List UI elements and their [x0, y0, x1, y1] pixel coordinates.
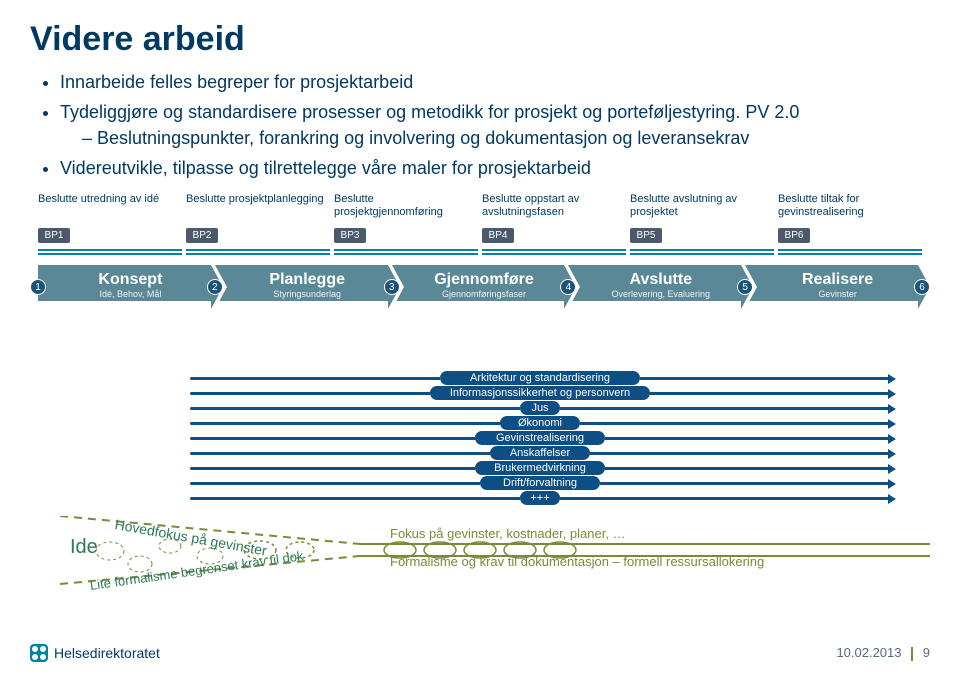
- bp-tag: BP5: [630, 228, 662, 243]
- footer-divider: [911, 647, 913, 661]
- bp-tag: BP1: [38, 228, 70, 243]
- process-diagram: Beslutte utredning av idé BP1 Beslutte pro…: [30, 193, 930, 301]
- bp-line: [334, 249, 478, 255]
- bullet-2-sub: Beslutningspunkter, forankring og involv…: [82, 125, 930, 151]
- bp-tag: BP4: [482, 228, 514, 243]
- phase-name: Konsept: [50, 271, 211, 289]
- phase-sub: Gevinster: [757, 289, 918, 299]
- phase-konsept: 1KonseptIdé, Behov, Mål: [38, 265, 211, 301]
- bp-line: [482, 249, 626, 255]
- bp-line: [630, 249, 774, 255]
- bullet-3: Videreutvikle, tilpasse og tilrettelegge…: [60, 155, 930, 181]
- footer-date: 10.02.2013: [836, 645, 901, 660]
- logo-mark-icon: [30, 644, 48, 662]
- hovedfokus-label: Hovedfokus på gevinster: [114, 516, 269, 559]
- phase-gjennomføre: 3GjennomføreGjennomføringsfaser: [392, 265, 565, 301]
- stream-pill: Arkitektur og standardisering: [440, 371, 640, 385]
- stream-pill: Brukermedvirkning: [475, 461, 605, 475]
- bp-column: Beslutte oppstart av avslutningsfasen BP4: [482, 193, 626, 255]
- funnel-area: Ide Hovedfokus på gevinster Lite formali…: [30, 516, 930, 616]
- bp-column: Beslutte avslutning av prosjektet BP5: [630, 193, 774, 255]
- bp-line: [778, 249, 922, 255]
- bp-tag: BP2: [186, 228, 218, 243]
- bullet-2-text: Tydeliggjøre og standardisere prosesser …: [60, 102, 799, 122]
- bp-column: Beslutte tiltak for gevinstrealisering BP…: [778, 193, 922, 255]
- bp-label: Beslutte prosjektplanlegging: [186, 193, 330, 221]
- phase-name: Planlegge: [227, 271, 388, 289]
- bp-column: Beslutte prosjektgjennomføring BP3: [334, 193, 478, 255]
- bp-tag: BP6: [778, 228, 810, 243]
- ide-label: Ide: [70, 536, 98, 559]
- bp-column: Beslutte prosjektplanlegging BP2: [186, 193, 330, 255]
- fokus-label: Fokus på gevinster, kostnader, planer, …: [390, 526, 626, 541]
- bp-label: Beslutte prosjektgjennomføring: [334, 193, 478, 221]
- org-name: Helsedirektoratet: [54, 645, 160, 661]
- phase-name: Avslutte: [580, 271, 741, 289]
- bp-label: Beslutte oppstart av avslutningsfasen: [482, 193, 626, 221]
- bullet-1: Innarbeide felles begreper for prosjekta…: [60, 69, 930, 95]
- bp-column: Beslutte utredning av idé BP1: [38, 193, 182, 255]
- stream-pill: +++: [520, 491, 560, 505]
- bp-line: [186, 249, 330, 255]
- phase-sub: Overlevering, Evaluering: [580, 289, 741, 299]
- stream-pill: Drift/forvaltning: [480, 476, 600, 490]
- bp-label: Beslutte utredning av idé: [38, 193, 182, 221]
- stream-pill: Anskaffelser: [490, 446, 590, 460]
- bp-label: Beslutte tiltak for gevinstrealisering: [778, 193, 922, 221]
- page-title: Videre arbeid: [30, 20, 930, 59]
- bullet-list: Innarbeide felles begreper for prosjekta…: [60, 69, 930, 181]
- footer-meta: 10.02.2013 9: [836, 645, 930, 661]
- phase-sub: Gjennomføringsfaser: [404, 289, 565, 299]
- slide-footer: Helsedirektoratet 10.02.2013 9: [30, 644, 930, 662]
- phase-sub: Styringsunderlag: [227, 289, 388, 299]
- bullet-2: Tydeliggjøre og standardisere prosesser …: [60, 99, 930, 151]
- workstream-lanes: Arkitektur og standardiseringInformasjon…: [190, 371, 890, 506]
- phase-realisere: 5RealisereGevinster: [745, 265, 918, 301]
- footer-page: 9: [923, 645, 930, 660]
- bp-line: [38, 249, 182, 255]
- phase-planlegge: 2PlanleggeStyringsunderlag: [215, 265, 388, 301]
- bp-label: Beslutte avslutning av prosjektet: [630, 193, 774, 221]
- phase-avslutte: 4AvslutteOverlevering, Evaluering: [568, 265, 741, 301]
- phase-marker: 3: [384, 279, 400, 295]
- lite-formalisme-label: Lite formalisme begrenset krav til dok: [89, 548, 304, 593]
- phase-sub: Idé, Behov, Mål: [50, 289, 211, 299]
- bp-tag: BP3: [334, 228, 366, 243]
- phase-name: Gjennomføre: [404, 271, 565, 289]
- stream-pill: Gevinstrealisering: [475, 431, 605, 445]
- stream-pill: Jus: [520, 401, 560, 415]
- stream-pill: Informasjonssikkerhet og personvern: [430, 386, 650, 400]
- formalisme-label: Formalisme og krav til dokumentasjon – f…: [390, 554, 764, 569]
- stream-pill: Økonomi: [500, 416, 580, 430]
- phase-name: Realisere: [757, 271, 918, 289]
- phase-marker: 1: [30, 279, 46, 295]
- org-logo: Helsedirektoratet: [30, 644, 160, 662]
